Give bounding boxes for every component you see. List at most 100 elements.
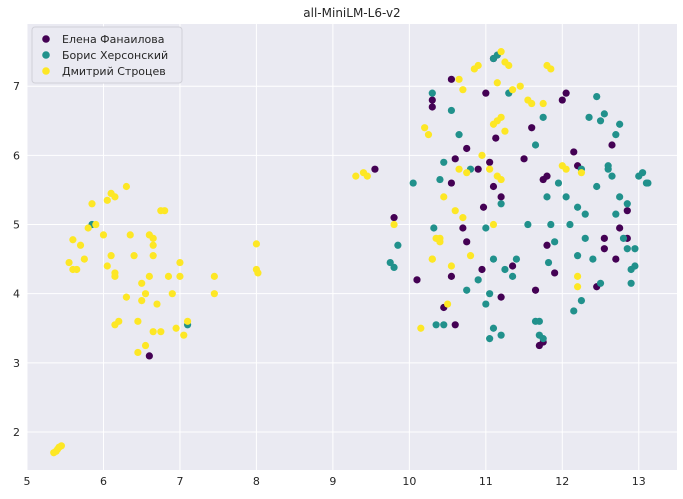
- point-series-1: [585, 113, 593, 121]
- point-series-1: [570, 307, 578, 315]
- point-series-1: [596, 279, 605, 287]
- point-series-2: [168, 290, 176, 298]
- point-series-0: [600, 245, 608, 253]
- point-series-2: [447, 262, 456, 270]
- point-series-0: [390, 214, 398, 222]
- point-series-0: [463, 144, 471, 153]
- point-series-2: [210, 290, 218, 298]
- point-series-2: [508, 86, 517, 94]
- point-series-0: [486, 158, 494, 166]
- point-series-2: [88, 200, 96, 208]
- point-series-2: [424, 131, 433, 139]
- point-series-1: [409, 179, 417, 187]
- x-tick-label: 9: [329, 475, 336, 488]
- point-series-2: [65, 258, 73, 267]
- point-series-2: [149, 252, 157, 260]
- point-series-1: [644, 179, 652, 187]
- point-series-0: [497, 193, 505, 201]
- point-series-2: [52, 447, 60, 455]
- x-axis-ticks: 5 6 7 8 9 10 11 12 13: [24, 475, 646, 488]
- x-tick-label: 5: [24, 475, 31, 488]
- point-series-2: [180, 331, 188, 339]
- point-series-2: [122, 182, 131, 191]
- point-series-0: [447, 75, 456, 83]
- point-series-1: [486, 335, 494, 343]
- point-series-2: [161, 207, 169, 215]
- legend-label: Елена Фанаилова: [62, 33, 164, 46]
- point-series-2: [176, 258, 184, 267]
- point-series-2: [149, 241, 157, 249]
- point-series-1: [600, 110, 608, 118]
- point-series-2: [463, 169, 471, 177]
- point-series-0: [612, 255, 620, 263]
- point-series-0: [451, 155, 459, 163]
- point-series-2: [501, 127, 509, 135]
- point-series-2: [103, 196, 111, 204]
- point-series-0: [558, 96, 566, 104]
- point-series-1: [631, 262, 639, 270]
- point-series-2: [103, 262, 111, 270]
- point-series-0: [478, 265, 486, 274]
- point-series-2: [149, 328, 157, 336]
- x-tick-label: 13: [632, 475, 646, 488]
- point-series-2: [84, 224, 92, 232]
- point-series-0: [520, 155, 528, 163]
- point-series-2: [474, 61, 482, 70]
- point-series-2: [111, 272, 119, 280]
- point-series-2: [363, 172, 371, 180]
- point-series-1: [539, 335, 547, 343]
- point-series-1: [539, 113, 547, 121]
- point-series-1: [535, 317, 543, 325]
- x-tick-label: 6: [100, 475, 107, 488]
- point-series-2: [73, 265, 81, 274]
- point-series-2: [497, 48, 505, 56]
- legend-label: Дмитрий Строцев: [62, 65, 166, 78]
- point-series-2: [417, 324, 425, 332]
- point-series-2: [153, 300, 161, 308]
- point-series-0: [508, 262, 517, 270]
- point-series-2: [141, 341, 150, 350]
- point-series-1: [623, 245, 631, 253]
- point-series-2: [111, 193, 119, 201]
- point-series-2: [436, 238, 444, 246]
- point-series-0: [570, 148, 578, 156]
- legend-box: [31, 26, 183, 84]
- y-tick-label: 5: [13, 219, 20, 232]
- point-series-0: [479, 203, 488, 211]
- point-series-2: [126, 231, 134, 239]
- point-series-0: [145, 352, 153, 360]
- y-axis-ticks: 2 3 4 5 6 7: [13, 80, 20, 439]
- point-series-2: [183, 317, 192, 325]
- point-series-0: [371, 165, 379, 173]
- point-series-1: [612, 210, 620, 218]
- point-series-1: [608, 172, 616, 180]
- point-series-2: [421, 124, 429, 132]
- point-series-2: [252, 240, 261, 248]
- point-series-2: [172, 324, 180, 332]
- point-series-1: [593, 182, 601, 191]
- point-series-0: [562, 89, 570, 97]
- point-series-1: [604, 165, 612, 173]
- x-tick-label: 8: [253, 475, 260, 488]
- point-series-2: [443, 300, 452, 308]
- point-series-1: [482, 300, 490, 308]
- point-series-0: [447, 179, 456, 187]
- y-tick-label: 6: [13, 149, 20, 162]
- point-series-2: [122, 293, 131, 301]
- point-series-2: [134, 317, 142, 325]
- point-series-1: [562, 193, 570, 201]
- point-series-1: [589, 255, 597, 263]
- point-series-2: [99, 231, 108, 239]
- point-series-2: [92, 220, 100, 229]
- point-series-2: [176, 272, 184, 280]
- point-series-2: [145, 272, 153, 280]
- point-series-0: [492, 134, 500, 142]
- point-series-2: [489, 220, 498, 229]
- point-series-1: [447, 106, 456, 115]
- point-series-2: [390, 220, 398, 229]
- point-series-0: [474, 165, 482, 173]
- point-series-2: [497, 113, 505, 121]
- point-series-2: [76, 241, 85, 249]
- point-series-1: [390, 263, 398, 271]
- point-series-0: [543, 241, 551, 249]
